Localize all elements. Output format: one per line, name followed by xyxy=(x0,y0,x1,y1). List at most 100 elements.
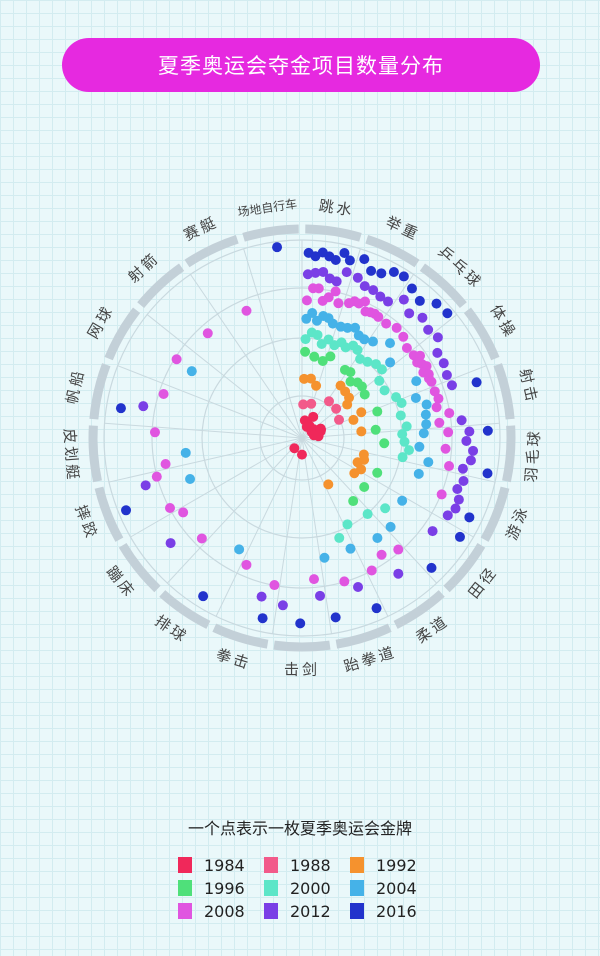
gold-dot-游泳-2012 xyxy=(442,510,453,521)
gold-dot-举重-2000 xyxy=(352,344,363,355)
gold-dot-摔跤-2012 xyxy=(140,480,151,491)
gold-dot-乒乓球-2012 xyxy=(423,324,434,335)
legend-item: 1992 xyxy=(350,856,436,875)
legend: 1984 1988 1992 1996 2000 2004 2008 2012 2016 xyxy=(178,855,436,921)
gold-dot-羽毛球-2012 xyxy=(464,426,475,437)
grid-spoke xyxy=(243,248,303,439)
gold-dot-举重-2012 xyxy=(375,291,386,302)
grid-spoke xyxy=(301,437,333,634)
sector-band xyxy=(94,486,124,542)
legend-item: 2004 xyxy=(350,879,436,898)
gold-dot-跳水-1996 xyxy=(300,346,311,357)
sport-label: 柔道 xyxy=(412,612,452,647)
gold-dot-跳水-2004 xyxy=(327,318,338,329)
gold-dot-跳水-2000 xyxy=(312,329,323,340)
gold-dot-跳水-2000 xyxy=(300,334,311,345)
gold-dot-柔道-2000 xyxy=(362,509,373,520)
legend-title: 一个点表示一枚夏季奥运会金牌 xyxy=(187,819,412,838)
gold-dot-射击-2000 xyxy=(395,410,406,421)
legend-item: 2016 xyxy=(350,901,436,921)
gold-dot-举重-1984 xyxy=(308,411,319,422)
grid-spoke xyxy=(166,437,303,584)
legend-label: 2016 xyxy=(376,901,417,921)
gold-dot-网球-2008 xyxy=(171,354,182,365)
gold-dot-跆拳道-2008 xyxy=(339,576,350,587)
gold-dot-田径-1992 xyxy=(349,468,360,479)
legend-item: 2012 xyxy=(264,901,350,921)
gold-dot-拳击-2008 xyxy=(269,580,280,591)
gold-dot-乒乓球-2008 xyxy=(401,342,412,353)
gold-dot-柔道-2012 xyxy=(393,568,404,579)
gold-dot-击剑-1984 xyxy=(296,449,307,460)
gold-dot-举重-2012 xyxy=(368,285,379,296)
gold-dot-田径-2012 xyxy=(427,526,438,537)
gold-dot-举重-2016 xyxy=(398,271,409,282)
sport-label: 摔跤 xyxy=(72,503,102,543)
gold-dot-柔道-1996 xyxy=(348,496,359,507)
gold-dot-射击-2004 xyxy=(420,409,431,420)
sport-label: 皮划艇 xyxy=(60,428,82,483)
gold-dot-羽毛球-2004 xyxy=(418,428,429,439)
gold-dot-乒乓球-2000 xyxy=(376,364,387,375)
gold-dot-跳水-1996 xyxy=(317,355,328,366)
gold-dot-乒乓球-2008 xyxy=(381,318,392,329)
gold-dot-柔道-2000 xyxy=(342,519,353,530)
gold-dot-射击-2000 xyxy=(401,421,412,432)
gold-dot-跳水-1988 xyxy=(298,399,309,410)
gold-dot-射击-1996 xyxy=(372,406,383,417)
gold-dot-跳水-2008 xyxy=(333,298,344,309)
legend-label: 1996 xyxy=(204,878,245,898)
legend-swatch xyxy=(350,857,364,873)
gold-dot-乒乓球-2016 xyxy=(406,283,417,294)
gold-dot-羽毛球-2008 xyxy=(440,443,451,454)
legend-item: 1988 xyxy=(264,855,350,875)
sport-label: 击剑 xyxy=(284,661,320,679)
gold-dot-乒乓球-1988 xyxy=(331,403,342,414)
sport-label: 游泳 xyxy=(503,503,533,543)
legend-label: 1984 xyxy=(204,855,245,875)
sport-label: 羽毛球 xyxy=(522,428,544,483)
gold-dot-射击-1992 xyxy=(348,414,359,425)
gold-dot-跳水-2012 xyxy=(318,266,329,277)
gold-dot-跳水-2012 xyxy=(302,269,313,280)
gold-dot-射击-2008 xyxy=(434,417,445,428)
gold-dot-体操-1992 xyxy=(356,407,367,418)
gold-dot-跳水-1996 xyxy=(309,351,320,362)
gold-dot-举重-2016 xyxy=(388,267,399,278)
legend-label: 1988 xyxy=(290,855,331,875)
gold-dot-田径-2016 xyxy=(454,531,465,542)
gold-dot-乒乓球-1996 xyxy=(356,381,367,392)
gold-dot-跳水-2016 xyxy=(330,255,341,266)
gold-dot-体操-2004 xyxy=(411,376,422,387)
gold-dot-羽毛球-2012 xyxy=(457,463,468,474)
legend-swatch xyxy=(178,880,192,896)
gold-dot-乒乓球-2016 xyxy=(442,308,453,319)
gold-dot-射击-2004 xyxy=(421,399,432,410)
sector-band xyxy=(335,623,392,649)
gold-dot-田径-2016 xyxy=(426,562,437,573)
sport-label: 举重 xyxy=(383,213,423,245)
gold-dot-举重-2016 xyxy=(376,268,387,279)
sector-band xyxy=(118,542,161,593)
gold-dot-网球-2004 xyxy=(186,366,197,377)
gold-dot-跳水-2004 xyxy=(307,308,318,319)
gold-dot-赛艇-2008 xyxy=(241,305,252,316)
sector-band xyxy=(480,486,510,542)
gold-dot-跳水-2012 xyxy=(341,267,352,278)
sport-label: 场地自行车 xyxy=(236,196,298,220)
gold-dot-摔跤-2008 xyxy=(151,471,162,482)
legend-label: 2012 xyxy=(290,901,331,921)
gold-dot-跆拳道-2012 xyxy=(353,582,364,593)
page-title: 夏季奥运会夺金项目数量分布 xyxy=(62,38,540,92)
grid-spoke xyxy=(108,437,303,483)
gold-dot-跳水-2012 xyxy=(310,267,321,278)
gold-dot-射击-2000 xyxy=(396,397,407,408)
sector-band xyxy=(365,234,420,268)
gold-dot-游泳-2016 xyxy=(464,512,475,523)
gold-dot-羽毛球-2000 xyxy=(404,445,415,456)
legend-item: 2008 xyxy=(178,902,264,921)
legend-item: 2000 xyxy=(264,879,350,898)
gold-dot-蹦床-2008 xyxy=(196,533,207,544)
gold-dot-跳水-2008 xyxy=(301,295,312,306)
gold-dot-射击-2012 xyxy=(446,380,457,391)
